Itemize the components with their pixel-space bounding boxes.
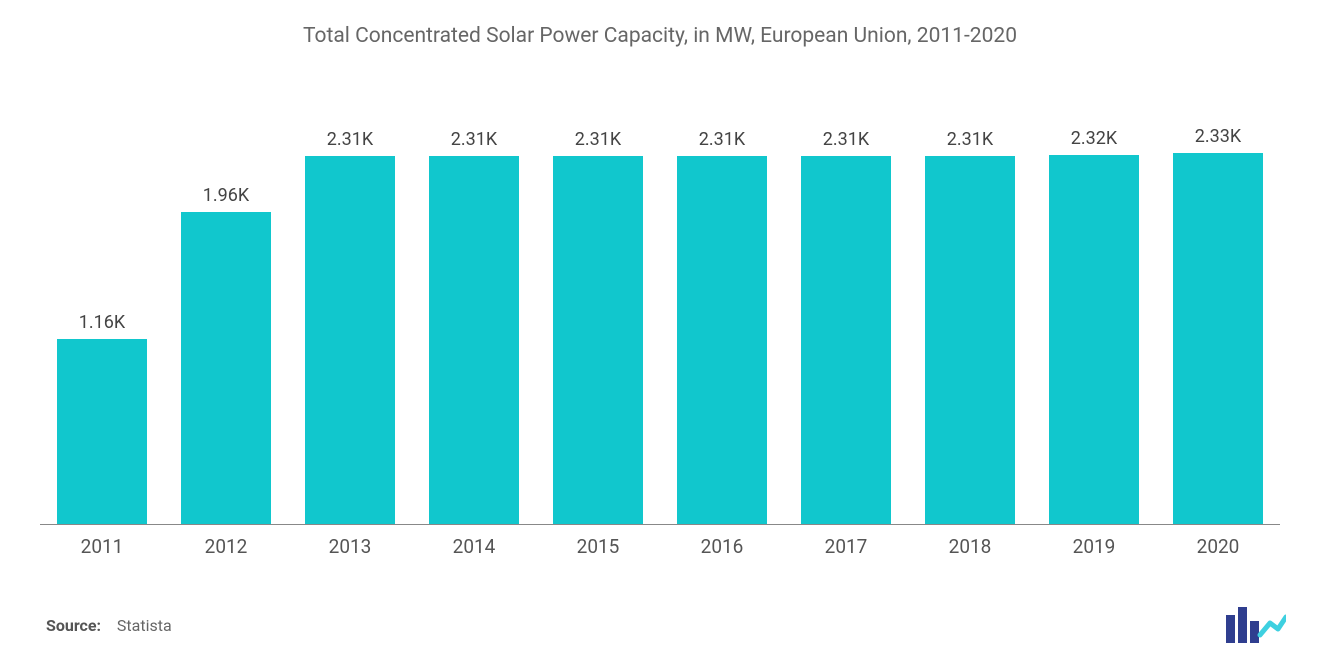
mordor-logo-icon [1224, 605, 1286, 645]
x-tick: 2013 [288, 535, 412, 558]
bar [925, 156, 1014, 524]
x-axis: 2011201220132014201520162017201820192020 [40, 535, 1280, 558]
bar-column: 2.31K [412, 94, 536, 524]
bar [1049, 155, 1138, 524]
source-line: Source: Statista [46, 616, 172, 635]
bar [677, 156, 766, 524]
bar [57, 339, 146, 524]
bar [553, 156, 642, 524]
bar-value-label: 1.16K [79, 312, 125, 333]
x-tick: 2016 [660, 535, 784, 558]
bar-column: 2.31K [288, 94, 412, 524]
bar-column: 2.33K [1156, 94, 1280, 524]
x-tick: 2014 [412, 535, 536, 558]
bar-value-label: 2.31K [327, 129, 373, 150]
bar [801, 156, 890, 524]
bar-chart: 1.16K 1.96K 2.31K 2.31K 2.31K 2.31K 2.31K 2.31K… [40, 94, 1280, 525]
bar-value-label: 2.31K [699, 129, 745, 150]
bar-column: 2.31K [660, 94, 784, 524]
x-tick: 2019 [1032, 535, 1156, 558]
chart-title: Total Concentrated Solar Power Capacity,… [0, 0, 1320, 54]
bar [305, 156, 394, 524]
bar-value-label: 2.32K [1071, 128, 1117, 149]
x-tick: 2020 [1156, 535, 1280, 558]
x-tick: 2012 [164, 535, 288, 558]
source-label: Source: [46, 616, 101, 635]
bar-value-label: 2.31K [823, 129, 869, 150]
bar-value-label: 2.31K [947, 129, 993, 150]
source-value: Statista [117, 616, 172, 635]
x-tick: 2011 [40, 535, 164, 558]
bar-column: 2.31K [784, 94, 908, 524]
bar [181, 212, 270, 524]
x-tick: 2018 [908, 535, 1032, 558]
bar-column: 2.31K [536, 94, 660, 524]
bar-column: 1.96K [164, 94, 288, 524]
brand-logo [1224, 605, 1286, 645]
bar-column: 2.31K [908, 94, 1032, 524]
bar [429, 156, 518, 524]
bar-column: 1.16K [40, 94, 164, 524]
bar [1173, 153, 1262, 524]
x-tick: 2015 [536, 535, 660, 558]
bar-value-label: 2.31K [451, 129, 497, 150]
bar-value-label: 2.31K [575, 129, 621, 150]
bar-column: 2.32K [1032, 94, 1156, 524]
bar-value-label: 1.96K [203, 185, 249, 206]
bar-value-label: 2.33K [1195, 126, 1241, 147]
x-tick: 2017 [784, 535, 908, 558]
